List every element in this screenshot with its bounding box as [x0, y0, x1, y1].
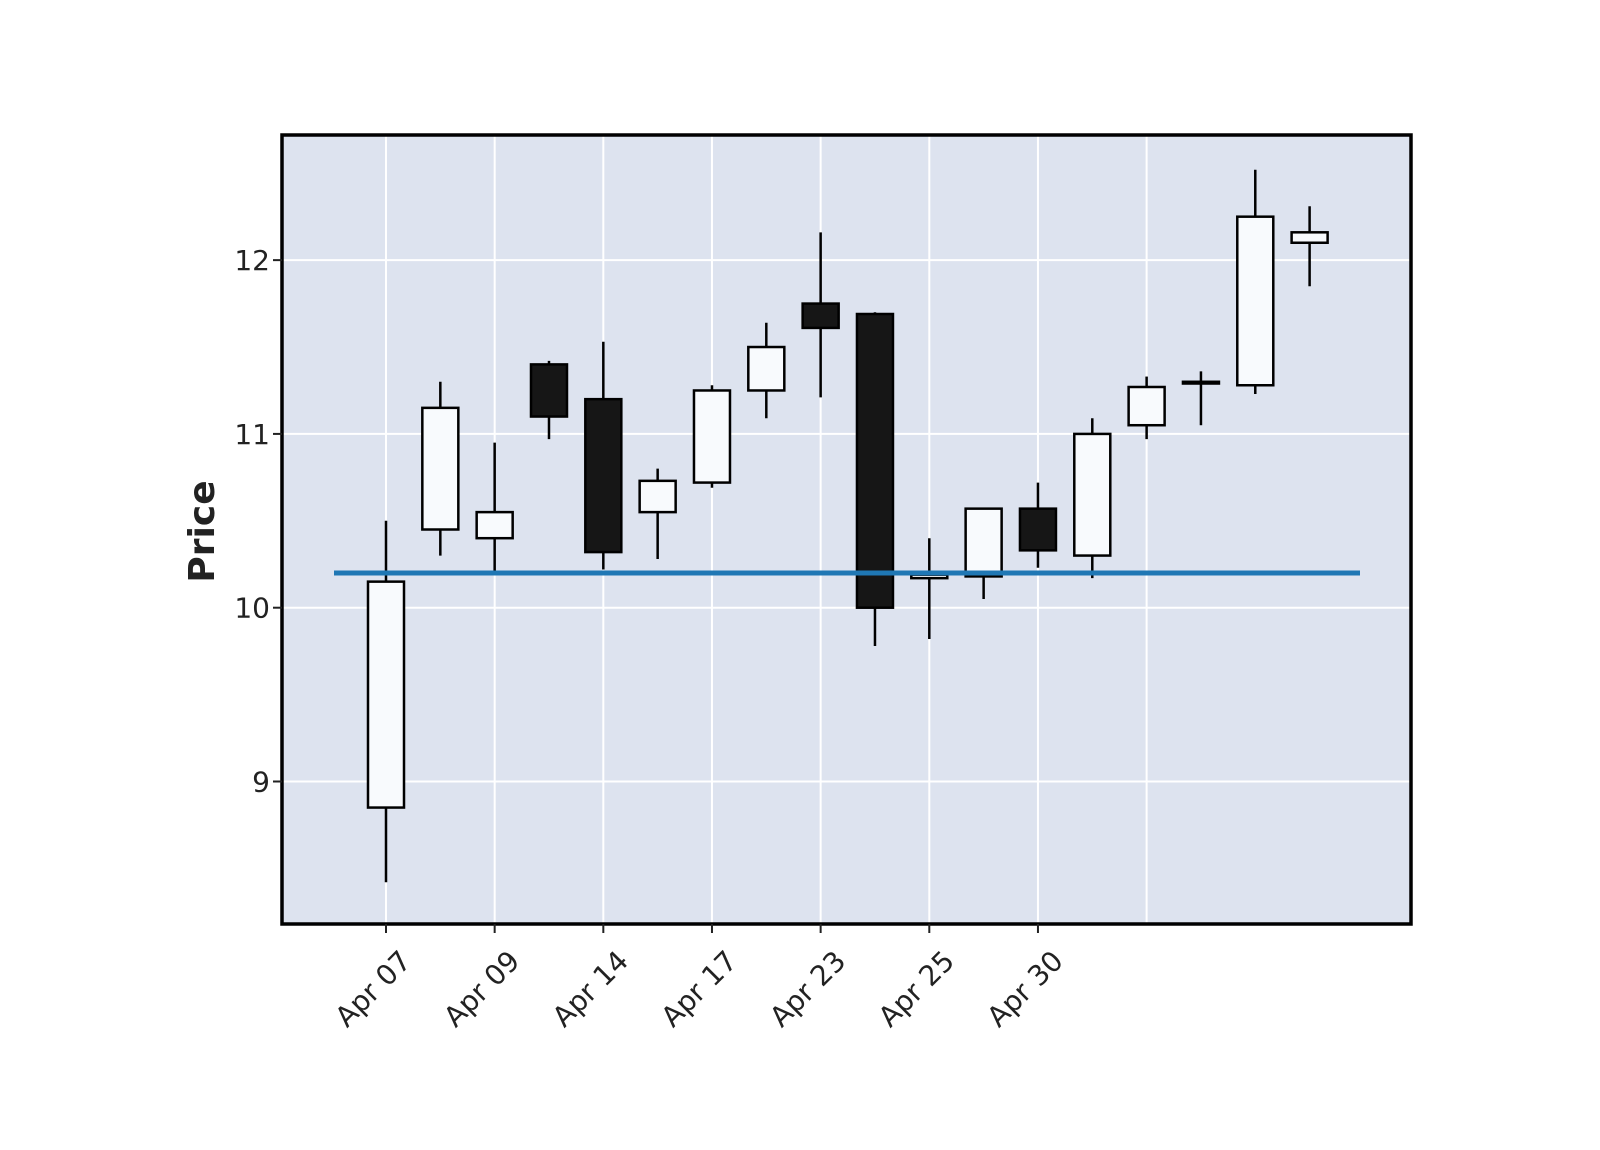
- y-axis-ticks: 9 10 11 12: [234, 244, 282, 798]
- plot-frame: [280, 133, 1413, 926]
- candle-body: [855, 312, 895, 609]
- candle-body: [747, 345, 786, 392]
- candle: [638, 468, 677, 560]
- x-tick-label: Apr 25: [872, 944, 961, 1033]
- x-tick-label: Apr 30: [981, 944, 1070, 1033]
- candle-body: [366, 580, 406, 809]
- x-tick-label: Apr 17: [655, 944, 744, 1033]
- candle: [964, 507, 1003, 600]
- y-tick-label: 11: [234, 418, 270, 451]
- candle: [747, 322, 786, 419]
- candle-body: [1073, 432, 1112, 557]
- candle-body: [964, 507, 1003, 578]
- y-tick-label: 9: [252, 765, 270, 798]
- candle-body: [584, 397, 623, 554]
- x-tick-label: Apr 09: [437, 944, 526, 1033]
- plot-area: [282, 135, 1411, 924]
- candle-body: [421, 406, 460, 531]
- candle-body: [475, 510, 514, 540]
- candles: [366, 169, 1329, 883]
- candle: [1073, 418, 1112, 579]
- candle: [475, 442, 514, 573]
- candle: [1127, 376, 1166, 440]
- candle: [1018, 482, 1058, 568]
- candle-body: [638, 479, 677, 514]
- candle-body: [1127, 385, 1166, 427]
- candle-body: [1018, 507, 1058, 552]
- candle: [366, 520, 406, 883]
- x-tick-label: Apr 14: [546, 944, 635, 1033]
- candle: [584, 341, 623, 570]
- candle: [529, 360, 569, 440]
- candle: [1181, 371, 1221, 426]
- candle-body: [1290, 231, 1329, 244]
- y-tick-label: 12: [234, 244, 270, 277]
- candle: [801, 232, 840, 398]
- candle-body: [692, 389, 732, 484]
- y-tick-label: 10: [234, 592, 270, 625]
- candle-body: [1236, 215, 1275, 387]
- candle-body: [801, 302, 840, 330]
- x-tick-label: Apr 23: [763, 944, 852, 1033]
- candle: [1290, 206, 1329, 287]
- x-axis-ticks: Apr 07 Apr 09 Apr 14 Apr 17 Apr 23 Apr 25 Apr …: [329, 924, 1070, 1033]
- x-tick-label: Apr 07: [329, 944, 418, 1033]
- candle: [421, 381, 460, 556]
- candle: [692, 385, 732, 488]
- y-axis-label: Price: [182, 480, 223, 582]
- candle-body: [529, 363, 569, 418]
- candle: [855, 312, 895, 646]
- candle: [1236, 169, 1275, 394]
- candle-body: [1181, 380, 1221, 385]
